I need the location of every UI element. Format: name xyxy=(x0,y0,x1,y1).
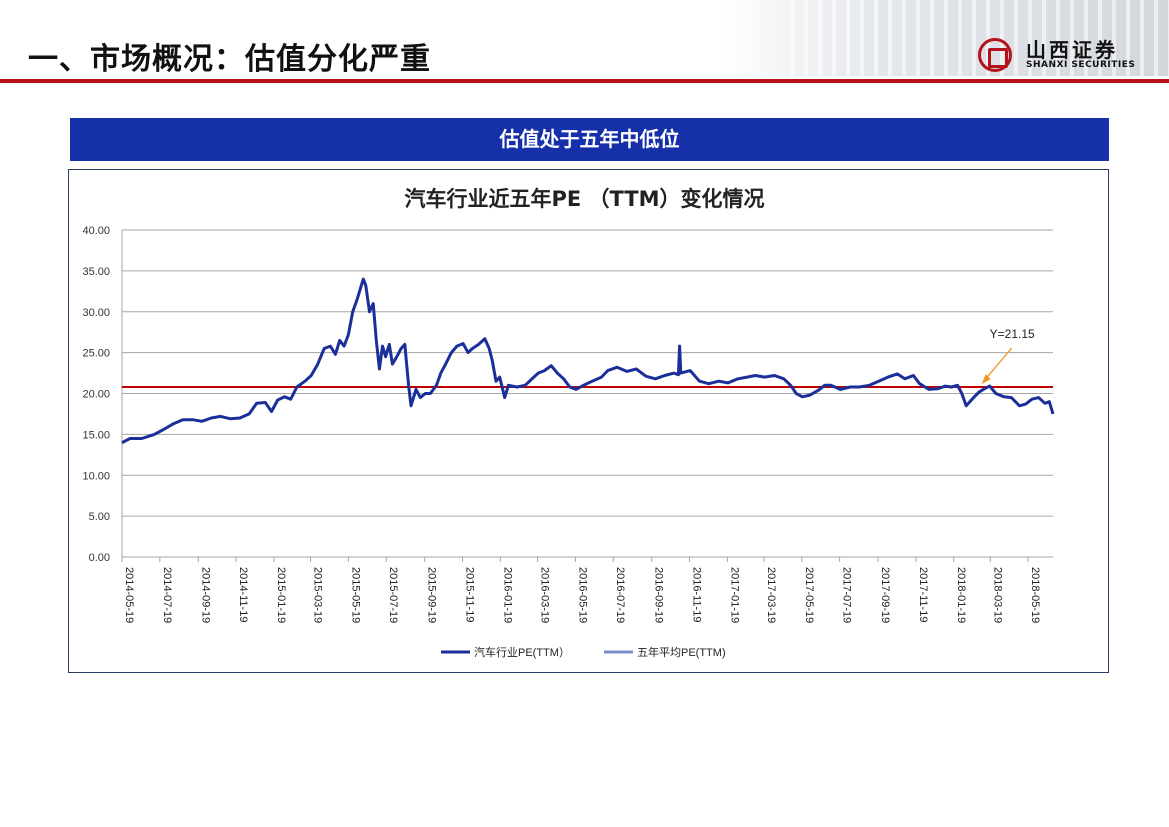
header-divider xyxy=(0,79,1169,83)
logo-english-name: SHANXI SECURITIES xyxy=(1026,60,1136,70)
header-building-photo xyxy=(780,0,1169,76)
company-logo: 山西证券 SHANXI SECURITIES xyxy=(978,38,1148,74)
chart-title: 汽车行业近五年PE （TTM）变化情况 xyxy=(404,187,765,211)
section-banner: 估值处于五年中低位 xyxy=(70,118,1109,161)
chart-frame xyxy=(68,169,1109,673)
logo-emblem-icon xyxy=(978,38,1012,72)
page-title: 一、市场概况：估值分化严重 xyxy=(28,42,431,77)
logo-chinese-name: 山西证券 xyxy=(1026,38,1118,62)
